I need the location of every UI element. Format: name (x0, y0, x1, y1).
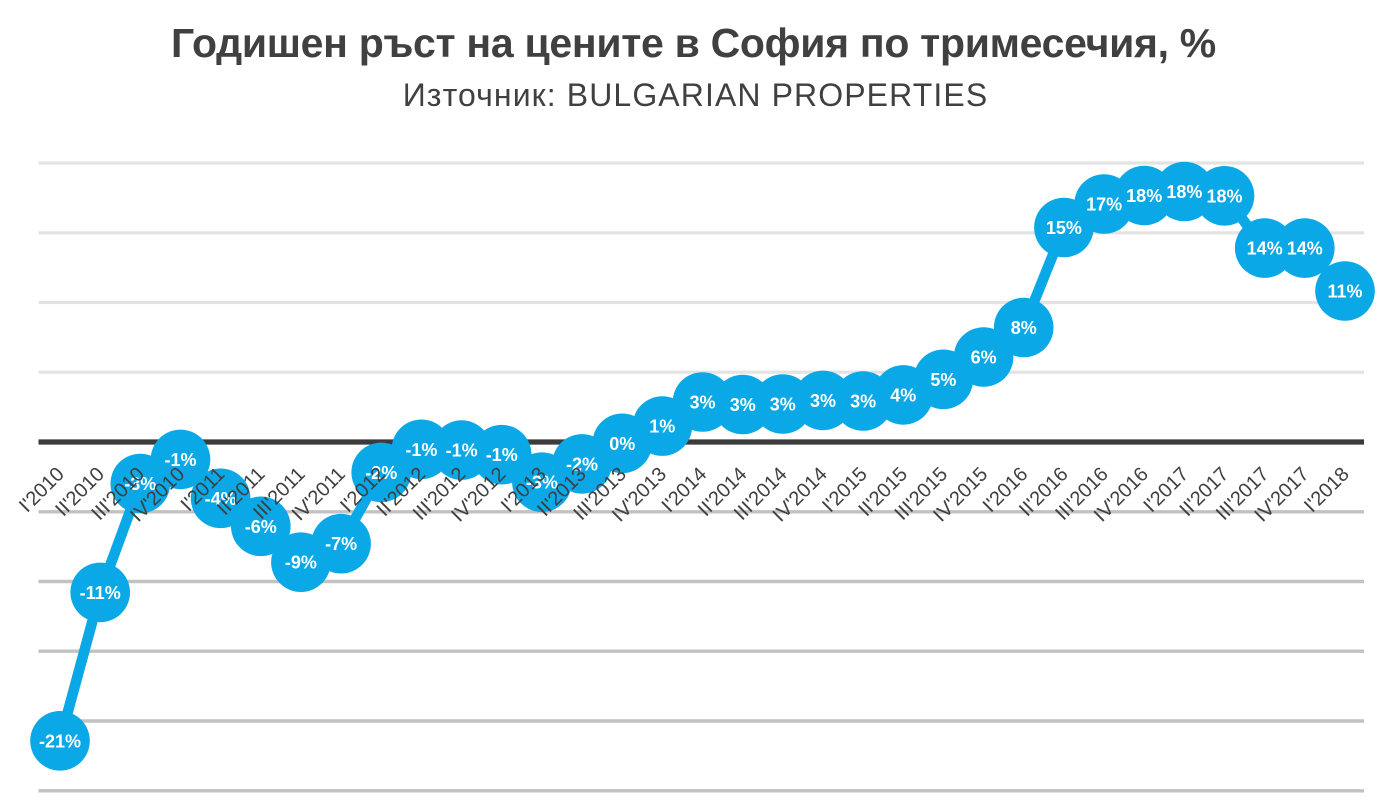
svg-text:17%: 17% (1086, 195, 1122, 215)
svg-text:-1%: -1% (446, 441, 478, 461)
svg-text:-9%: -9% (285, 553, 317, 573)
svg-text:-1%: -1% (164, 450, 196, 470)
svg-text:18%: 18% (1126, 186, 1162, 206)
svg-text:4%: 4% (890, 385, 916, 405)
svg-text:-21%: -21% (39, 731, 81, 751)
svg-text:-2%: -2% (566, 454, 598, 474)
svg-text:0%: 0% (609, 434, 635, 454)
svg-text:-11%: -11% (80, 583, 121, 603)
svg-text:15%: 15% (1046, 218, 1082, 238)
svg-text:14%: 14% (1247, 239, 1283, 259)
svg-text:-1%: -1% (486, 445, 518, 465)
svg-text:-2%: -2% (365, 463, 397, 483)
svg-text:8%: 8% (1011, 318, 1037, 338)
svg-text:3%: 3% (770, 395, 796, 415)
svg-text:3%: 3% (689, 393, 715, 413)
svg-text:18%: 18% (1206, 186, 1242, 206)
svg-text:-1%: -1% (405, 440, 437, 460)
svg-text:18%: 18% (1166, 182, 1202, 202)
svg-text:-4%: -4% (205, 489, 237, 509)
svg-text:3%: 3% (810, 391, 836, 411)
svg-text:3%: 3% (850, 392, 876, 412)
svg-text:-3%: -3% (526, 473, 558, 493)
svg-text:I'2018: I'2018 (1300, 463, 1354, 517)
svg-text:3%: 3% (730, 395, 756, 415)
svg-text:5%: 5% (930, 370, 956, 390)
svg-text:1%: 1% (649, 417, 675, 437)
svg-text:14%: 14% (1287, 239, 1323, 259)
svg-text:6%: 6% (971, 348, 997, 368)
svg-text:-3%: -3% (124, 474, 156, 494)
svg-text:-7%: -7% (325, 534, 357, 554)
svg-text:-6%: -6% (245, 517, 277, 537)
svg-text:11%: 11% (1327, 282, 1362, 302)
